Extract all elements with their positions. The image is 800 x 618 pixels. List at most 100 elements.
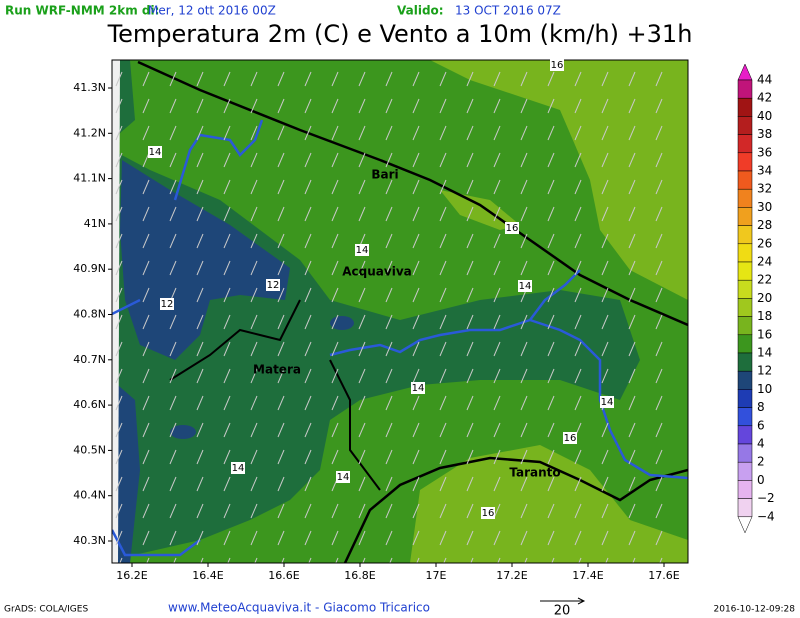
wind-vector <box>655 368 663 384</box>
wind-vector <box>601 98 609 114</box>
wind-vector <box>331 179 339 195</box>
wind-vector <box>412 314 420 330</box>
lon-label: 17.6E <box>648 569 679 582</box>
colorbar-box <box>737 170 753 190</box>
wind-vector <box>628 152 636 168</box>
wind-vector <box>439 152 447 168</box>
wind-vector <box>412 449 420 465</box>
colorbar-box <box>737 480 753 499</box>
wind-vector <box>358 476 366 492</box>
wind-vector <box>169 341 177 357</box>
wind-vector <box>223 449 231 465</box>
wind-vector <box>547 260 555 276</box>
wind-vector <box>520 206 528 222</box>
contour-label: 16 <box>482 508 495 519</box>
wind-vector <box>250 287 258 303</box>
colorbar-arrow <box>737 63 753 81</box>
wind-vector <box>628 341 636 357</box>
wind-vector <box>412 152 420 168</box>
wind-vector <box>520 368 528 384</box>
wind-vector <box>520 233 528 249</box>
colorbar-label: 4 <box>757 437 765 451</box>
wind-vector <box>601 287 609 303</box>
wind-vector <box>655 422 663 438</box>
wind-vector <box>385 368 393 384</box>
colorbar-label: 44 <box>757 73 772 87</box>
wind-vector <box>655 395 663 411</box>
wind-vector <box>358 368 366 384</box>
colorbar-label: 2 <box>757 455 765 469</box>
contour-label: 16 <box>506 223 519 234</box>
wind-vector <box>601 260 609 276</box>
wind-vector <box>385 314 393 330</box>
contour-label-box <box>481 507 495 519</box>
wind-vector <box>254 557 258 563</box>
wind-vector <box>115 503 123 519</box>
wind-vector <box>115 449 123 465</box>
wind-vector <box>115 287 123 303</box>
wind-vector <box>493 125 501 141</box>
wind-vector <box>628 206 636 222</box>
colorbar-label: 36 <box>757 145 772 159</box>
wind-vector <box>223 314 231 330</box>
wind-vector <box>196 530 204 546</box>
wind-vector <box>169 449 177 465</box>
wind-vector <box>200 557 204 563</box>
colorbar-label: 30 <box>757 200 772 214</box>
lat-label: 40.8N <box>73 308 106 321</box>
wind-vector <box>655 503 663 519</box>
wind-vector <box>196 395 204 411</box>
wind-vector <box>331 125 339 141</box>
lon-label: 17.2E <box>496 569 527 582</box>
colorbar-box <box>737 243 753 263</box>
wind-vector <box>439 503 447 519</box>
wind-vector <box>628 476 636 492</box>
wind-vector <box>628 368 636 384</box>
wind-vector <box>304 287 312 303</box>
wind-vector <box>358 206 366 222</box>
wind-vector <box>277 179 285 195</box>
wind-vector <box>416 557 420 563</box>
wind-vector <box>466 206 474 222</box>
wind-vector <box>520 314 528 330</box>
wind-vector <box>628 98 636 114</box>
contour-label: 14 <box>337 472 350 483</box>
colorbar-box <box>737 207 753 226</box>
run-date: Mer, 12 ott 2016 00Z <box>148 4 276 18</box>
wind-vector <box>524 557 528 563</box>
contour-label-box <box>266 279 280 291</box>
wind-vector <box>601 503 609 519</box>
wind-vector <box>601 341 609 357</box>
wind-vector <box>655 206 663 222</box>
wind-vector <box>250 98 258 114</box>
colorbar-box <box>737 425 753 445</box>
wind-vector <box>331 314 339 330</box>
wind-vector <box>223 530 231 546</box>
province-border <box>112 119 688 557</box>
contour-label-box <box>231 462 245 474</box>
colorbar-box <box>737 116 753 135</box>
wind-vector <box>574 125 582 141</box>
wind-vector <box>439 395 447 411</box>
wind-vector <box>439 287 447 303</box>
wind-vector <box>223 395 231 411</box>
wind-vector <box>304 179 312 195</box>
wind-vector <box>520 341 528 357</box>
wind-vector <box>493 314 501 330</box>
wind-vector <box>470 557 474 563</box>
wind-vector <box>196 260 204 276</box>
contour-label-box <box>411 382 425 394</box>
wind-vector <box>277 206 285 222</box>
wind-vector <box>520 449 528 465</box>
field-10-12 <box>170 425 196 439</box>
wind-vector <box>250 476 258 492</box>
wind-vector <box>439 98 447 114</box>
wind-vector <box>169 314 177 330</box>
wind-vector <box>358 503 366 519</box>
wind-vector <box>547 152 555 168</box>
wind-vector <box>385 395 393 411</box>
colorbar-label: −4 <box>757 509 775 523</box>
wind-vectors <box>115 71 663 563</box>
wind-vector <box>304 125 312 141</box>
field-10-12 <box>330 316 354 330</box>
